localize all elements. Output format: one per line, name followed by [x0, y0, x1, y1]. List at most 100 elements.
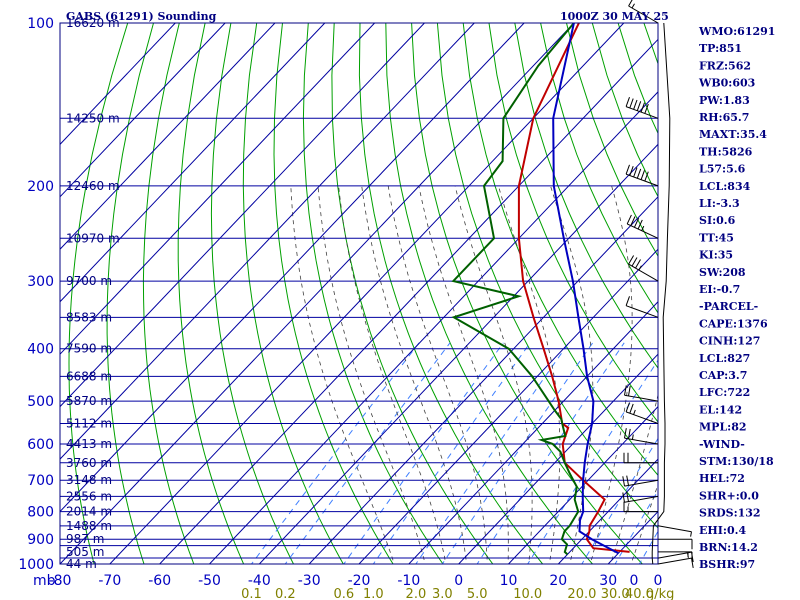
x-tick-label: -80 [49, 573, 72, 589]
wind-barb-flag [631, 434, 634, 440]
pressure-tick-label: 700 [27, 473, 54, 489]
moist-adiabat [338, 185, 447, 564]
wind-barb-flag [633, 217, 640, 228]
isotherm [60, 23, 425, 408]
height-label: 44 m [66, 557, 97, 571]
wind-barb-flag [622, 492, 625, 503]
index-frz: FRZ:562 [699, 59, 751, 72]
index-sw: SW:208 [699, 266, 746, 279]
index-th: TH:5826 [699, 145, 753, 158]
isotherm [60, 23, 525, 513]
dry-adiabat [273, 23, 394, 564]
height-label: 5870 m [66, 394, 112, 408]
height-label: 12460 m [66, 179, 120, 193]
x-tick-label: -20 [348, 573, 371, 589]
chart-time: 1000Z 30 MAY 25 [560, 10, 669, 23]
mixing-ratio-label: 0.6 [333, 587, 354, 600]
temperature-line [517, 23, 630, 553]
wind-barb [625, 173, 659, 187]
wind-axis-label: 0 [654, 573, 663, 589]
wind-barb [624, 437, 659, 445]
wind-barb-flag [625, 164, 630, 175]
wind-barb [626, 223, 659, 239]
wind-barb [624, 479, 659, 487]
height-label: 505 m [66, 545, 104, 559]
series-layer [451, 23, 630, 556]
wind-barb [657, 557, 692, 565]
wind-barb-flag [624, 385, 627, 396]
pressure-tick-label: 100 [27, 16, 54, 32]
height-label: 14250 m [66, 111, 120, 125]
mixing-ratio-label: 0.2 [275, 587, 296, 600]
wind-barb [625, 305, 659, 318]
pressure-tick-label: 400 [27, 342, 54, 358]
mixing-ratio-label: 1.0 [363, 587, 384, 600]
x-unit-label: mb [33, 573, 56, 589]
mixing-ratio-unit: g/kg [646, 587, 674, 600]
wind-barb-flag [633, 167, 638, 178]
wind-axis-label: 0 [630, 573, 639, 589]
pressure-tick-label: 600 [27, 437, 54, 453]
isotherm [60, 23, 575, 564]
isotherm [60, 23, 176, 146]
wind-barb-flag [629, 166, 634, 176]
height-label: 4413 m [66, 437, 112, 451]
wind-barb [628, 263, 659, 282]
isotherm [358, 248, 658, 564]
x-tick-label: -30 [298, 573, 321, 589]
x-tick-label: 20 [549, 573, 567, 589]
dry-adiabat [411, 23, 643, 564]
grid-layer [60, 23, 800, 576]
dry-adiabat [142, 23, 195, 564]
height-label: 2556 m [66, 489, 112, 503]
moist-adiabat [454, 185, 533, 564]
height-label: 1488 m [66, 519, 112, 533]
height-label: 3760 m [66, 456, 112, 470]
wind-barb-flag [626, 491, 629, 502]
moist-adiabat [418, 185, 509, 564]
moist-adiabat [387, 185, 488, 564]
wind-barb-flag [631, 3, 635, 9]
wind-barb-flag [626, 214, 632, 225]
index-hel: HEL:72 [699, 472, 745, 485]
dry-adiabat [436, 23, 658, 529]
index-el: EL:142 [699, 403, 742, 416]
wind-barb-flag [691, 558, 694, 568]
pressure-tick-label: 800 [27, 505, 54, 521]
wind-barb-flag [622, 476, 625, 487]
height-label: 987 m [66, 532, 104, 546]
isotherm [508, 405, 658, 564]
index-ei: EI:-0.7 [699, 283, 740, 296]
pressure-tick-label: 900 [27, 532, 54, 548]
moist-adiabat [610, 393, 658, 564]
mixing-ratio-label: 0.1 [241, 587, 262, 600]
isotherm [60, 23, 276, 250]
wind-barb-flag [644, 103, 649, 114]
dry-adiabat [540, 23, 658, 314]
height-label: 3148 m [66, 473, 112, 487]
isotherm [557, 458, 658, 564]
isotherm [60, 23, 375, 355]
index-wind-header: -WIND- [699, 438, 745, 451]
x-tick-label: 0 [454, 573, 463, 589]
wind-barb-flag [636, 168, 642, 179]
isotherm [159, 38, 658, 564]
wind-barb-flag [636, 101, 642, 111]
moist-adiabat [317, 185, 426, 564]
plot-frame [59, 22, 659, 565]
wind-barb-flag [625, 296, 630, 306]
dewpoint-line [451, 23, 580, 556]
wind-barb-flag [633, 99, 638, 110]
mixing-ratio-line [415, 342, 570, 564]
dry-adiabat [566, 23, 658, 258]
isotherm [60, 23, 326, 303]
x-tick-label: -10 [397, 573, 420, 589]
height-label: 10970 m [66, 231, 120, 245]
height-label: 2014 m [66, 505, 112, 519]
dry-adiabat [773, 23, 800, 576]
index-ki: KI:35 [699, 249, 733, 262]
dry-adiabat [68, 23, 129, 564]
wind-barb-flag [628, 386, 631, 396]
index-parcel-header: -PARCEL- [699, 300, 758, 313]
wind-barb-flag [631, 257, 638, 267]
